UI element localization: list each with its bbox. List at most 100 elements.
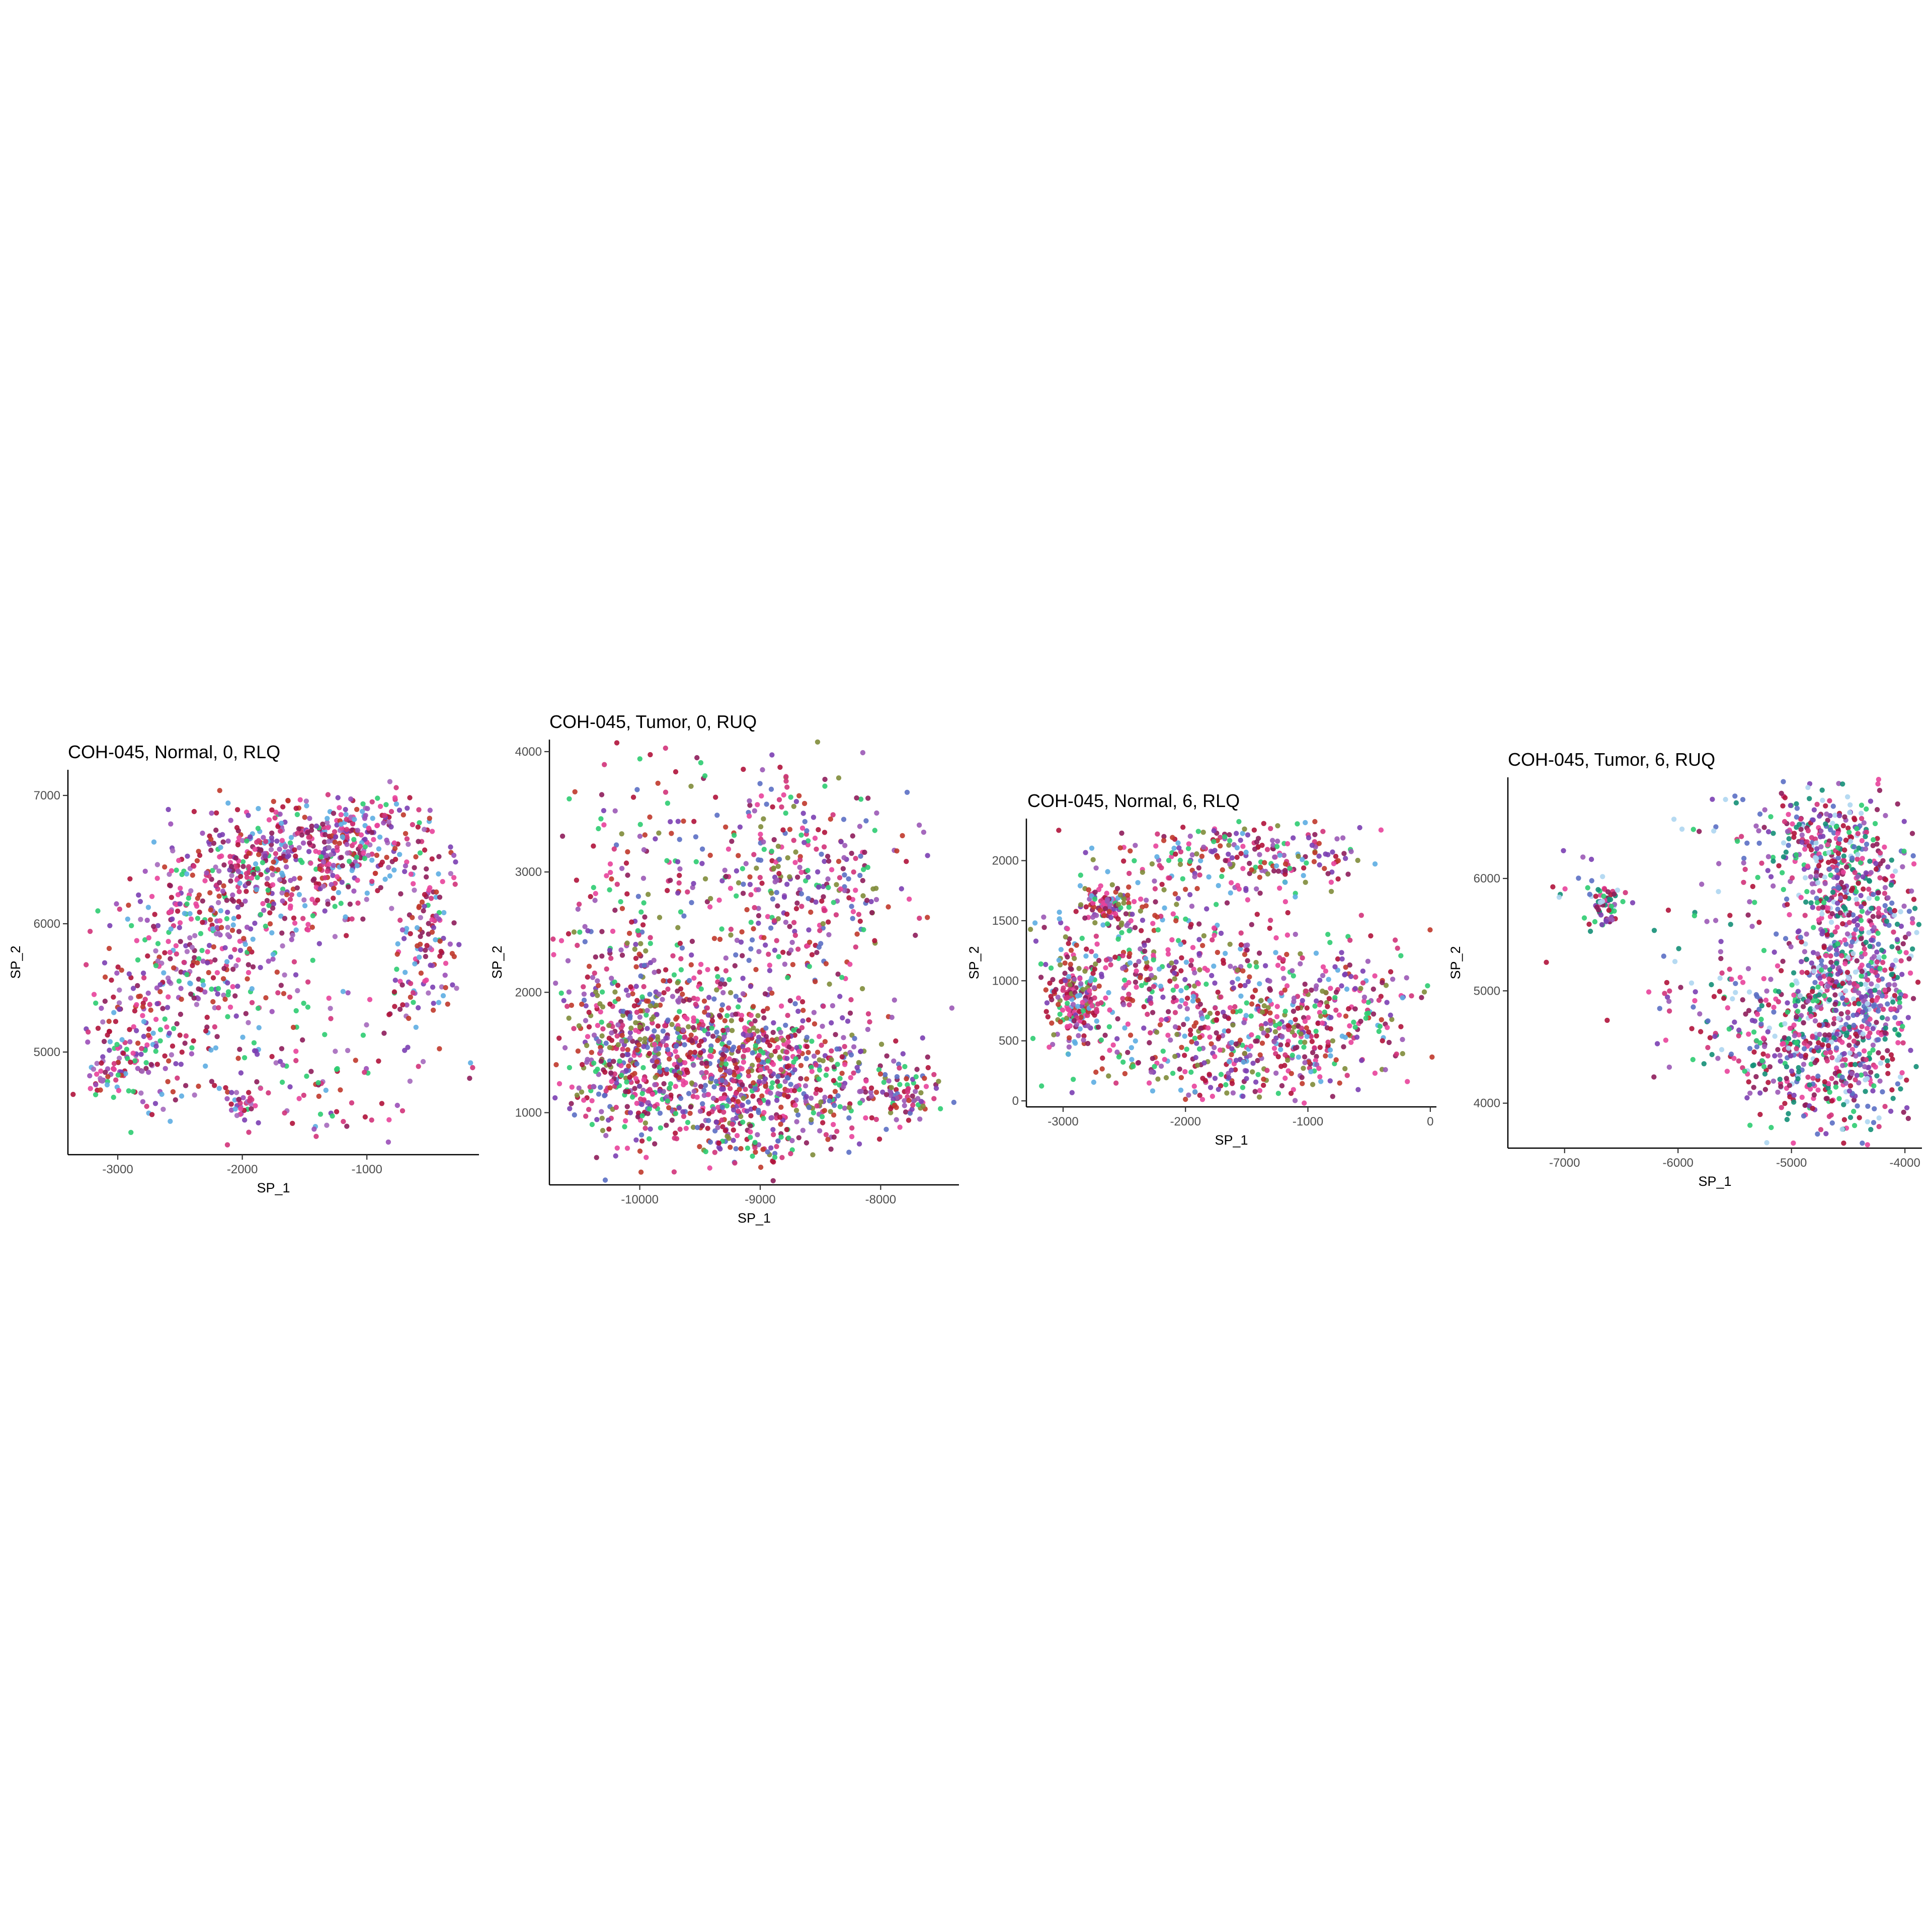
data-point [1344,1073,1350,1078]
data-point [1048,994,1054,999]
data-point [833,1032,838,1037]
y-tick-label: 1000 [992,974,1019,988]
data-point [625,1047,631,1053]
data-point [433,895,439,900]
data-point [323,832,328,838]
data-point [210,975,216,981]
data-point [1261,821,1266,827]
data-point [789,939,795,945]
data-point [326,839,332,844]
data-point [823,1132,829,1138]
data-point [738,1146,744,1152]
data-point [829,1020,834,1026]
data-point [1118,922,1124,928]
data-point [770,896,776,902]
data-point [1304,1025,1309,1031]
data-point [745,1145,751,1151]
data-point [1248,1013,1254,1019]
data-point [1178,1087,1184,1093]
data-point [811,1010,817,1015]
data-point [203,1028,209,1034]
data-point [306,840,312,846]
data-point [818,941,824,946]
data-point [796,1028,802,1034]
data-point [1112,954,1118,960]
data-point [238,902,245,908]
data-point [279,890,285,896]
data-point [102,960,108,965]
data-point [1174,1031,1180,1037]
data-point [1121,977,1128,983]
data-point [1240,1093,1246,1099]
data-point [858,1049,864,1054]
data-point [216,868,222,874]
data-point [566,931,572,937]
data-point [809,1065,814,1070]
data-point [708,896,713,902]
data-point [696,1042,702,1049]
data-point [653,836,658,842]
data-point [1089,893,1094,899]
data-point [1205,1025,1211,1031]
data-point [618,1063,624,1069]
data-point [178,886,183,891]
data-point [826,884,831,891]
y-tick-label: 3000 [515,865,542,879]
data-point [876,1136,882,1142]
data-point [551,952,556,957]
data-point [739,1017,744,1022]
data-point [629,919,634,925]
data-point [235,842,241,848]
data-point [140,1004,146,1010]
data-point [671,972,677,978]
data-point [290,932,295,938]
data-point [301,897,307,903]
data-point [778,1067,784,1073]
data-point [249,875,255,881]
data-point [321,839,328,845]
data-point [613,1153,618,1159]
data-point [757,781,763,786]
data-point [275,867,281,872]
data-point [236,835,242,841]
data-point [303,798,309,804]
data-point [816,1076,822,1082]
data-point [748,984,754,989]
data-point [640,875,647,881]
data-point [1092,995,1097,1001]
data-point [114,1041,120,1048]
data-point [91,992,97,997]
data-point [826,919,831,925]
data-point [1196,951,1202,956]
data-point [386,819,391,825]
data-point [1378,827,1384,833]
data-point [137,993,143,999]
data-point [1363,1015,1369,1021]
x-tick-label: -2000 [227,1163,258,1176]
data-point [1290,968,1295,974]
data-point [1069,967,1074,972]
data-point [739,929,745,935]
data-point [377,803,383,810]
data-point [1207,1034,1213,1040]
data-point [1133,843,1138,848]
data-point [167,1030,172,1036]
data-point [698,961,704,968]
data-point [128,1130,134,1135]
data-point [809,1117,814,1122]
data-point [1103,995,1108,1001]
data-point [734,1133,740,1139]
data-point [204,1014,210,1020]
data-point [1221,960,1227,966]
data-point [624,1146,630,1151]
data-point [151,924,156,929]
data-point [1138,908,1144,914]
data-point [736,1074,741,1080]
data-point [899,886,905,892]
data-point [667,1085,672,1091]
data-point [204,870,209,876]
data-point [785,855,790,861]
data-point [1184,985,1189,991]
data-point [332,934,338,939]
data-point [1245,897,1251,903]
